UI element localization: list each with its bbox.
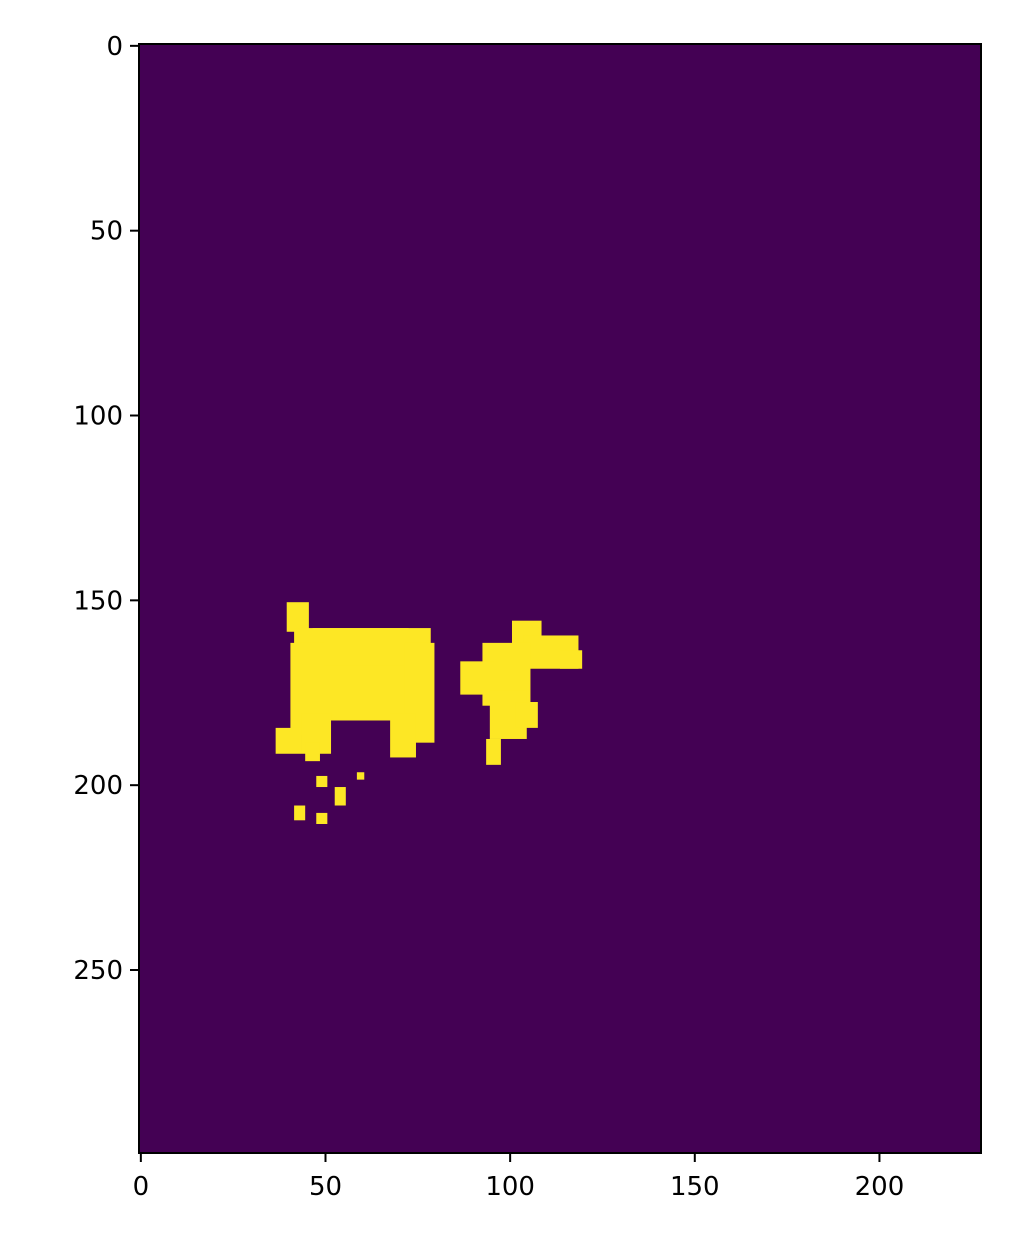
- heatmap-region-left-blob-small-dot: [275, 727, 302, 754]
- heatmap-region-right-blob-left-edge: [460, 661, 494, 695]
- heatmap-region-speck-2: [334, 787, 346, 806]
- x-tick-label-100: 100: [485, 1172, 535, 1202]
- axes-border: [138, 43, 982, 1154]
- heatmap-region-speck-4: [316, 812, 328, 824]
- heatmap-region-right-blob-tail: [486, 738, 501, 765]
- heatmap-region-right-blob-arm-tip: [560, 650, 583, 669]
- heatmap-region-left-blob-bottom-right-leg: [390, 713, 416, 758]
- heatmap-region-speck-3: [294, 805, 306, 821]
- y-tick-label-50: 50: [90, 217, 123, 247]
- heatmap-image: [139, 44, 981, 1153]
- x-axis: 0 50 100 150 200: [133, 1153, 905, 1202]
- y-tick-label-250: 250: [73, 956, 123, 986]
- heatmap-region-left-blob-waist: [319, 665, 413, 721]
- x-tick-label-200: 200: [855, 1172, 905, 1202]
- heatmap-region-right-blob-lower-right: [515, 702, 538, 728]
- heatmap-region-speck-1: [316, 775, 328, 788]
- heatmap-region-speck-5: [356, 772, 365, 780]
- heatmap-region-left-blob-top-nub: [286, 602, 309, 632]
- axes-frame: [138, 43, 982, 1154]
- heatmap-region-left-blob-small-dot-2: [305, 742, 320, 762]
- y-axis: 0 50 100 150 200 250: [73, 32, 139, 986]
- heatmap-background: [139, 44, 981, 1153]
- x-tick-label-150: 150: [670, 1172, 720, 1202]
- x-tick-label-50: 50: [309, 1172, 342, 1202]
- y-tick-label-0: 0: [106, 32, 123, 62]
- y-tick-label-100: 100: [73, 402, 123, 432]
- y-tick-label-200: 200: [73, 771, 123, 801]
- y-tick-label-150: 150: [73, 586, 123, 616]
- x-tick-label-0: 0: [133, 1172, 150, 1202]
